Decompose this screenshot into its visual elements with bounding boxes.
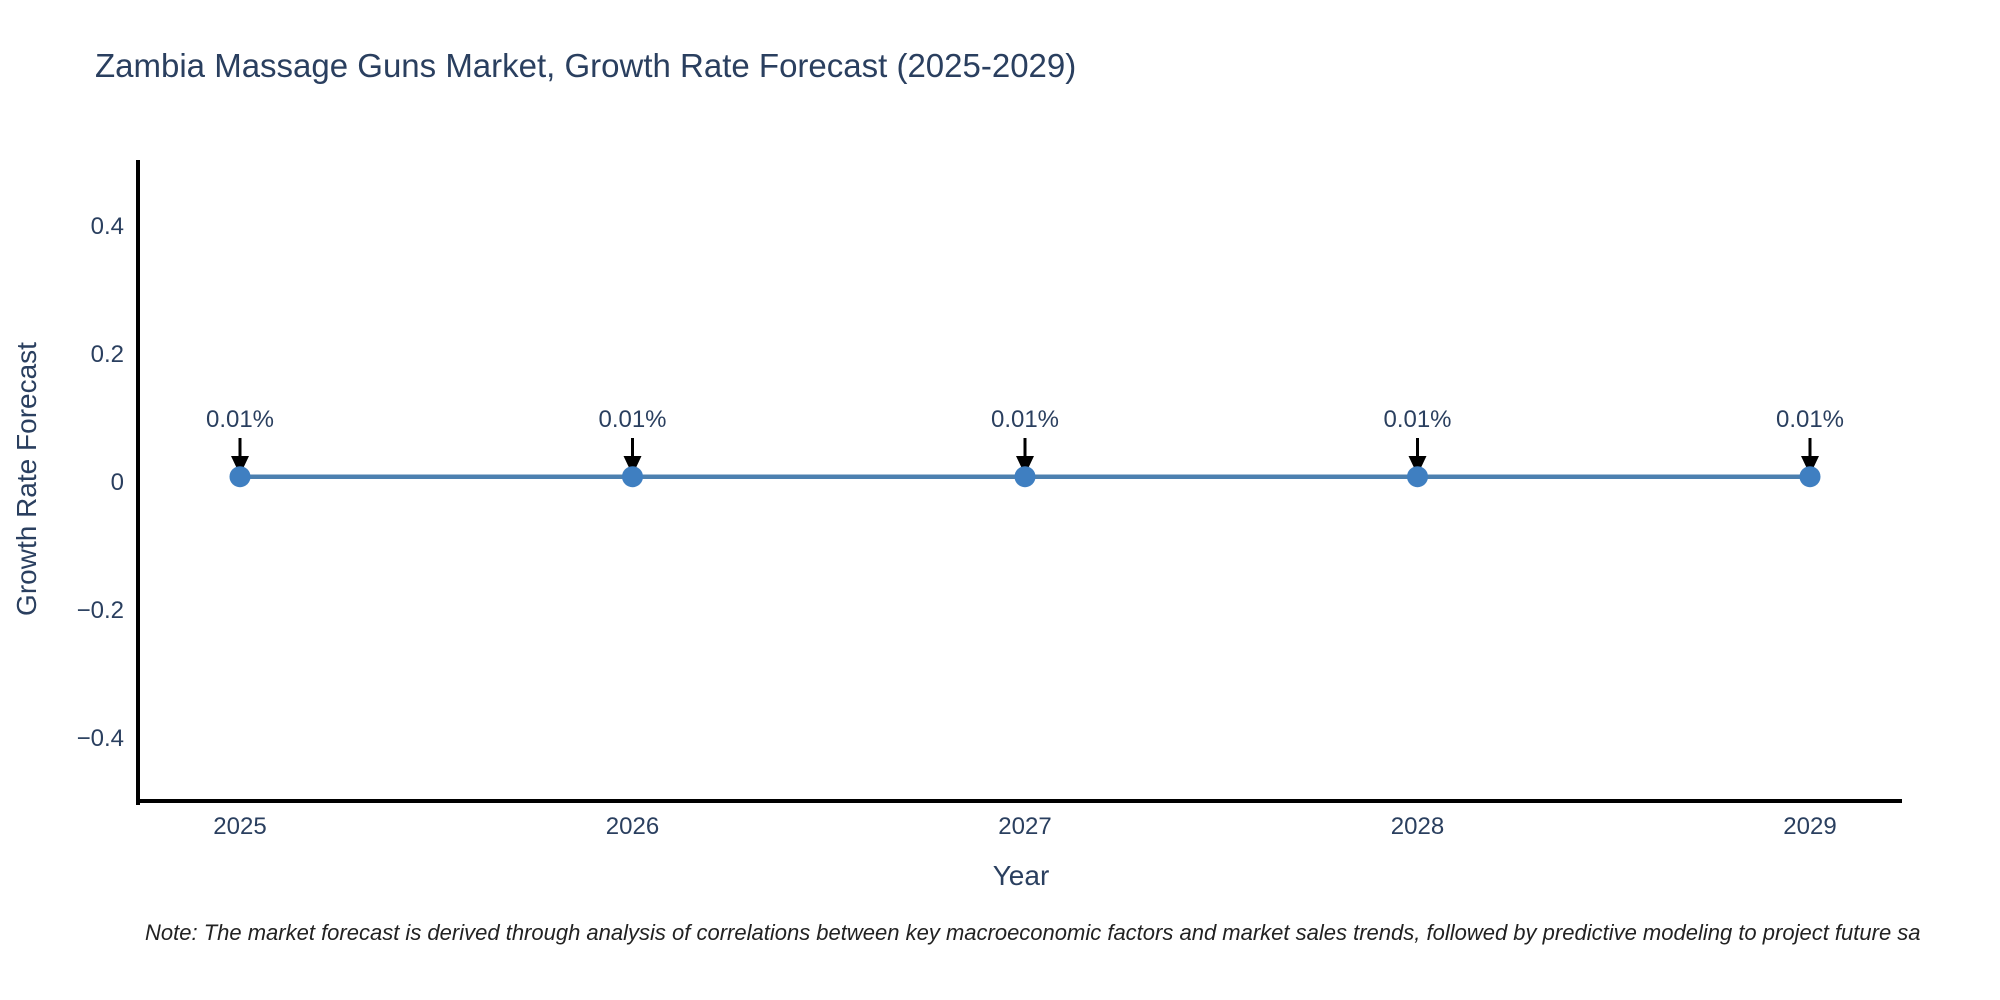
data-label-2026: 0.01% — [598, 406, 667, 433]
x-tick-label-2025: 2025 — [213, 813, 267, 840]
data-label-2029: 0.01% — [1775, 406, 1845, 433]
x-tick-label-2027: 2027 — [998, 813, 1052, 840]
footnote: Note: The market forecast is derived thr… — [145, 920, 1921, 945]
x-tick-label-2029: 2029 — [1783, 813, 1837, 840]
annotation-arrowhead-2027 — [1016, 456, 1034, 475]
x-tick-label-2028: 2028 — [1390, 813, 1445, 840]
data-point-2027 — [1014, 466, 1036, 488]
data-point-2025 — [229, 466, 251, 488]
annotation-arrowhead-2028 — [1408, 456, 1427, 475]
data-label-2025: 0.01% — [205, 406, 275, 433]
data-point-2028 — [1407, 466, 1428, 488]
y-axis-line — [136, 160, 140, 805]
x-axis-line — [136, 799, 1902, 803]
x-axis-title: Year — [992, 860, 1050, 891]
y-tick-label-−0.4: −0.4 — [76, 725, 124, 753]
y-tick-label-0.4: 0.4 — [90, 213, 124, 241]
data-point-2026 — [622, 466, 643, 488]
chart-title: Zambia Massage Guns Market, Growth Rate … — [95, 47, 1077, 84]
annotation-arrowhead-2025 — [231, 456, 249, 475]
annotation-arrowhead-2026 — [623, 456, 642, 475]
y-tick-label-−0.2: −0.2 — [76, 597, 124, 625]
y-tick-label-0: 0 — [110, 469, 124, 497]
data-label-2027: 0.01% — [990, 406, 1060, 433]
data-label-2028: 0.01% — [1383, 406, 1452, 433]
data-point-2029 — [1799, 466, 1821, 488]
y-tick-label-0.2: 0.2 — [90, 341, 124, 369]
annotation-arrowhead-2029 — [1801, 456, 1819, 475]
x-tick-label-2026: 2026 — [605, 813, 660, 840]
y-axis-title: Growth Rate Forecast — [11, 342, 42, 616]
